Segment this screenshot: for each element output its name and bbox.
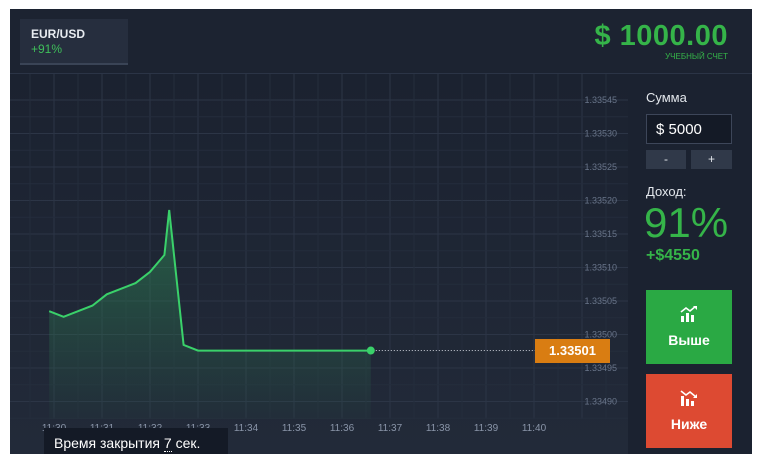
price-line bbox=[48, 209, 371, 352]
call-button-label: Выше bbox=[668, 332, 710, 348]
x-axis-tick-label: 11:39 bbox=[474, 423, 499, 434]
asset-name: EUR/USD bbox=[31, 27, 86, 41]
amount-label: Сумма bbox=[646, 90, 687, 105]
y-axis-tick-label: 1.33515 bbox=[584, 229, 617, 239]
y-axis-tick-label: 1.33500 bbox=[584, 330, 617, 340]
y-axis-tick-label: 1.33495 bbox=[584, 363, 617, 373]
trend-down-icon bbox=[680, 390, 697, 406]
x-axis-tick-label: 11:34 bbox=[234, 423, 259, 434]
call-button[interactable]: Выше bbox=[646, 290, 732, 364]
balance-amount: $ 1000.00 bbox=[594, 20, 728, 52]
y-axis-tick-label: 1.33510 bbox=[584, 263, 617, 273]
x-axis-tick-label: 11:36 bbox=[330, 423, 355, 434]
y-axis-tick-label: 1.33520 bbox=[584, 196, 617, 206]
income-amount: +$4550 bbox=[646, 247, 700, 264]
y-axis-tick-label: 1.33525 bbox=[584, 162, 617, 172]
top-bar: EUR/USD +91% $ 1000.00 УЧЕБНЫЙ СЧЕТ bbox=[10, 9, 752, 74]
trade-panel: Сумма $ 5000 - + Доход: 91% +$4550 Выше bbox=[628, 74, 752, 454]
y-axis-tick-label: 1.33530 bbox=[584, 129, 617, 139]
y-axis-tick-label: 1.33490 bbox=[584, 397, 617, 407]
price-area-fill bbox=[49, 210, 371, 419]
chart-canvas: 1.33545 1.33530 1.33525 1.33520 1.33515 1.335… bbox=[10, 74, 628, 454]
increase-amount-button[interactable]: + bbox=[691, 150, 732, 169]
income-percent: 91% bbox=[644, 199, 729, 246]
asset-tab-eurusd[interactable]: EUR/USD +91% bbox=[20, 19, 128, 65]
x-axis-tick-label: 11:38 bbox=[426, 423, 451, 434]
put-button[interactable]: Ниже bbox=[646, 374, 732, 448]
income-label: Доход: bbox=[646, 184, 687, 199]
balance: $ 1000.00 УЧЕБНЫЙ СЧЕТ bbox=[594, 21, 728, 62]
amount-input[interactable]: $ 5000 bbox=[646, 114, 732, 144]
put-button-label: Ниже bbox=[670, 416, 708, 432]
x-axis-tick-label: 11:35 bbox=[282, 423, 307, 434]
asset-payout: +91% bbox=[31, 42, 63, 56]
current-price-point bbox=[366, 346, 375, 355]
x-axis-tick-label: 11:37 bbox=[378, 423, 403, 434]
y-axis-tick-label: 1.33505 bbox=[584, 296, 617, 306]
close-time-tooltip: Время закрытия 7 сек. bbox=[44, 428, 228, 454]
close-time-seconds: 7 bbox=[163, 435, 172, 452]
x-axis-tick-label: 11:40 bbox=[522, 423, 547, 434]
y-axis-tick-label: 1.33545 bbox=[584, 95, 617, 105]
trend-up-icon bbox=[680, 306, 697, 322]
close-time-suffix: сек. bbox=[171, 435, 201, 451]
current-price-tag: 1.33501 bbox=[535, 338, 610, 363]
decrease-amount-button[interactable]: - bbox=[646, 150, 686, 169]
trading-app: EUR/USD +91% $ 1000.00 УЧЕБНЫЙ СЧЕТ bbox=[10, 9, 752, 454]
account-type-label: УЧЕБНЫЙ СЧЕТ bbox=[665, 52, 728, 61]
close-time-prefix: Время закрытия bbox=[54, 435, 164, 451]
price-chart[interactable]: 1.33545 1.33530 1.33525 1.33520 1.33515 1.335… bbox=[10, 74, 628, 454]
